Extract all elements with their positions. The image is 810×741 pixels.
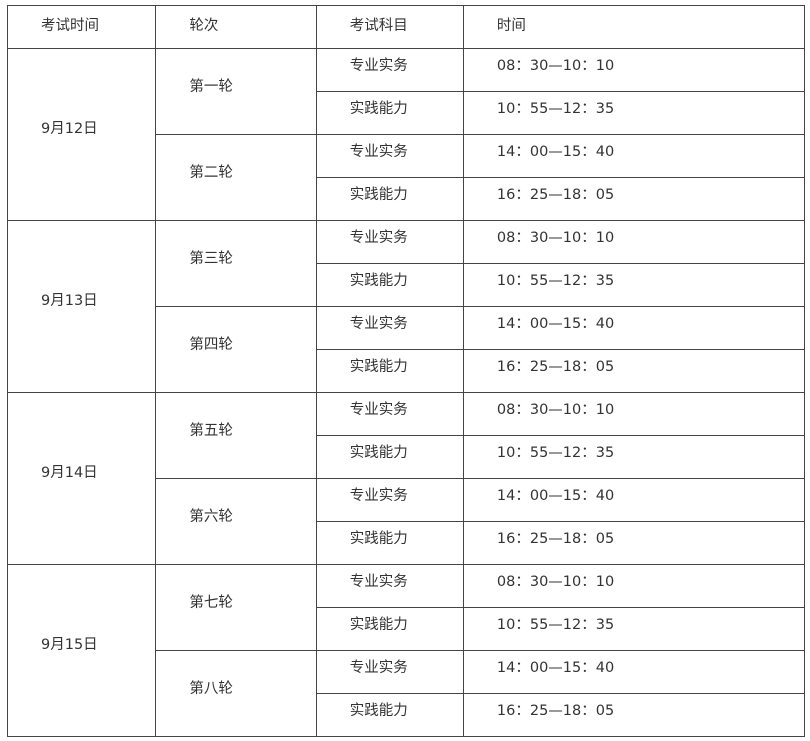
time-cell: 16：25—18：05	[462, 349, 806, 393]
table-row: 9月15日 第七轮 专业实务 08：30—10：10	[6, 564, 806, 737]
subject-cell: 实践能力	[315, 693, 464, 737]
exam-date-cell: 9月12日	[6, 48, 157, 221]
table-row: 9月12日 第一轮 专业实务 08：30—10：10	[6, 48, 806, 221]
exam-date-cell: 9月15日	[6, 564, 157, 737]
subject-cell: 实践能力	[315, 263, 464, 307]
time-cell: 16：25—18：05	[462, 693, 806, 737]
subject-cell: 专业实务	[315, 306, 464, 350]
subject-cell: 专业实务	[315, 650, 464, 694]
subject-cell: 专业实务	[315, 392, 464, 436]
time-cell: 08：30—10：10	[462, 220, 806, 264]
table-row: 第八轮 专业实务 14：00—15：40	[8, 650, 806, 737]
time-cell: 10：55—12：35	[462, 607, 806, 651]
subject-cell: 实践能力	[315, 521, 464, 565]
round-cell: 第五轮	[155, 392, 317, 479]
table-row: 实践能力 10：55—12：35	[8, 607, 806, 651]
subject-cell: 实践能力	[315, 91, 464, 135]
header-round: 轮次	[155, 5, 317, 49]
subject-cell: 专业实务	[315, 478, 464, 522]
table-row: 9月13日 第三轮 专业实务 08：30—10：10	[6, 220, 806, 393]
header-subject: 考试科目	[315, 5, 464, 49]
table-row: 实践能力 10：55—12：35	[8, 91, 806, 135]
exam-date-cell: 9月14日	[6, 392, 157, 565]
exam-schedule-table: 考试时间 轮次 考试科目 时间 9月12日 第一轮 专业实务 08：30—10：10 实…	[6, 5, 806, 737]
subject-cell: 实践能力	[315, 349, 464, 393]
time-cell: 14：00—15：40	[462, 306, 806, 350]
table-row: 第二轮 专业实务 14：00—15：40	[8, 134, 806, 221]
subject-cell: 实践能力	[315, 435, 464, 479]
exam-date-cell: 9月13日	[6, 220, 157, 393]
time-cell: 10：55—12：35	[462, 91, 806, 135]
header-time: 时间	[462, 5, 806, 49]
subject-cell: 专业实务	[315, 564, 464, 608]
time-cell: 10：55—12：35	[462, 435, 806, 479]
round-cell: 第二轮	[155, 134, 317, 221]
header-row: 考试时间 轮次 考试科目 时间	[6, 5, 806, 49]
round-cell: 第三轮	[155, 220, 317, 307]
table-row: 第四轮 专业实务 14：00—15：40	[8, 306, 806, 393]
table-row: 实践能力 10：55—12：35	[8, 435, 806, 479]
table-row: 第六轮 专业实务 14：00—15：40	[8, 478, 806, 565]
time-cell: 10：55—12：35	[462, 263, 806, 307]
subject-cell: 专业实务	[315, 48, 464, 92]
table-row: 实践能力 16：25—18：05	[8, 521, 806, 565]
subject-cell: 实践能力	[315, 607, 464, 651]
header-exam-date: 考试时间	[6, 5, 157, 49]
table-row: 9月14日 第五轮 专业实务 08：30—10：10	[6, 392, 806, 565]
table-row: 实践能力 16：25—18：05	[8, 693, 806, 737]
time-cell: 14：00—15：40	[462, 478, 806, 522]
table-row: 实践能力 10：55—12：35	[8, 263, 806, 307]
time-cell: 14：00—15：40	[462, 134, 806, 178]
table-row: 实践能力 16：25—18：05	[8, 349, 806, 393]
table-row: 实践能力 16：25—18：05	[8, 177, 806, 221]
time-cell: 16：25—18：05	[462, 177, 806, 221]
round-cell: 第六轮	[155, 478, 317, 565]
round-cell: 第七轮	[155, 564, 317, 651]
subject-cell: 专业实务	[315, 134, 464, 178]
time-cell: 16：25—18：05	[462, 521, 806, 565]
round-cell: 第一轮	[155, 48, 317, 135]
time-cell: 08：30—10：10	[462, 48, 806, 92]
time-cell: 08：30—10：10	[462, 564, 806, 608]
time-cell: 08：30—10：10	[462, 392, 806, 436]
subject-cell: 专业实务	[315, 220, 464, 264]
round-cell: 第八轮	[155, 650, 317, 737]
schedule-body: 9月12日 第一轮 专业实务 08：30—10：10 实践能力 10：55—12：35 第二…	[6, 48, 806, 737]
subject-cell: 实践能力	[315, 177, 464, 221]
round-cell: 第四轮	[155, 306, 317, 393]
time-cell: 14：00—15：40	[462, 650, 806, 694]
